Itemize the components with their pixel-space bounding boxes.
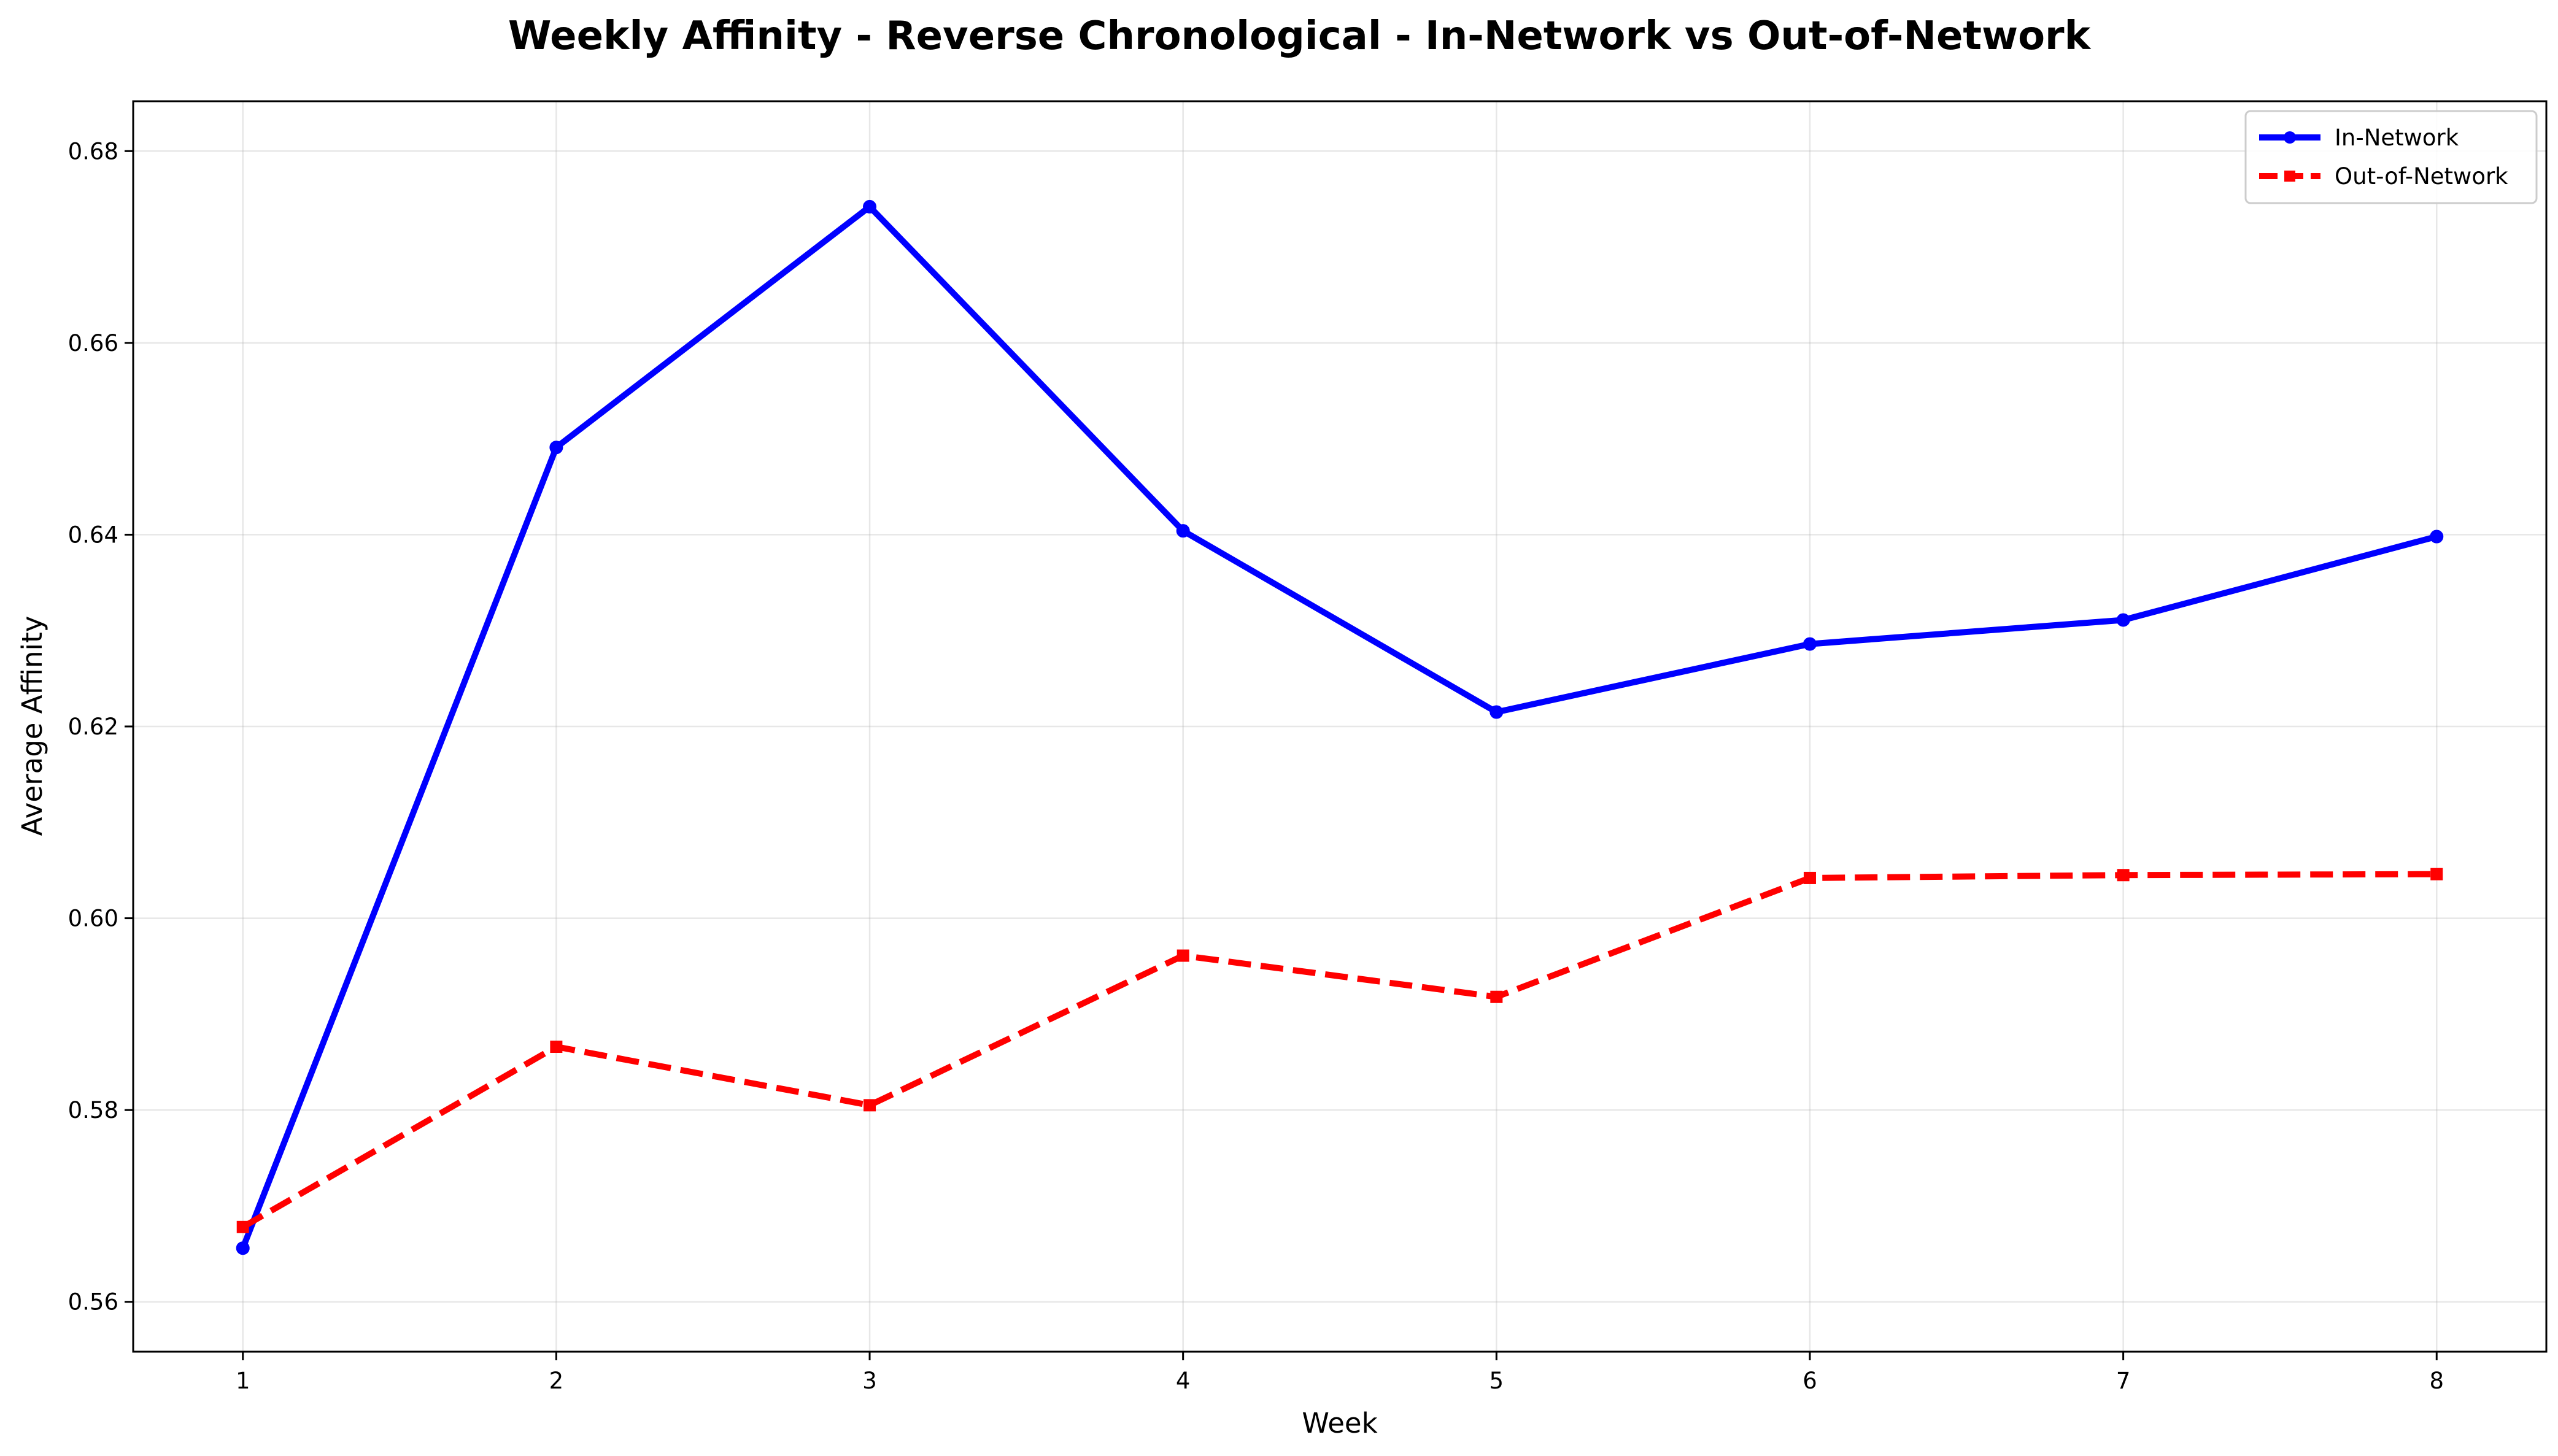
x-tick-label: 3 [862,1368,877,1394]
data-point [1490,705,1504,719]
x-axis-label: Week [1302,1407,1377,1439]
x-tick-label: 4 [1176,1368,1191,1394]
x-tick-label: 7 [2116,1368,2131,1394]
data-point [1176,524,1190,538]
data-point [549,441,563,455]
x-tick-label: 8 [2429,1368,2444,1394]
chart-title: Weekly Affinity - Reverse Chronological … [508,13,2092,59]
y-tick-label: 0.66 [68,330,118,356]
data-point [1490,990,1503,1003]
legend-label: Out-of-Network [2335,163,2508,190]
legend-marker [2284,131,2296,144]
data-point [1803,637,1817,651]
grid [133,101,2546,1352]
legend-box [2244,110,2538,204]
series-layer [236,199,2444,1255]
series-in-network [236,199,2444,1255]
data-point [236,1220,249,1233]
data-point [2117,869,2130,882]
legend-label: In-Network [2335,125,2459,151]
y-tick-label: 0.56 [68,1289,118,1315]
y-tick-label: 0.68 [68,138,118,164]
legend-marker [2284,171,2295,182]
data-point [1177,949,1189,962]
x-axis-ticks: 1 2 3 4 5 6 7 8 [236,1352,2444,1394]
data-point [2430,530,2444,544]
x-tick-label: 2 [549,1368,564,1394]
data-point [1803,871,1816,884]
y-axis-ticks: 0.56 0.58 0.60 0.62 0.64 0.66 0.68 [68,138,133,1315]
x-tick-label: 6 [1803,1368,1817,1394]
y-tick-label: 0.62 [68,714,118,740]
x-tick-label: 5 [1490,1368,1504,1394]
data-point [863,199,877,214]
data-point [550,1041,563,1053]
data-point [236,1241,250,1255]
x-tick-label: 1 [236,1368,250,1394]
series-line [241,871,2437,1230]
series-line [240,203,2438,1250]
data-point [864,1099,876,1112]
y-tick-label: 0.64 [68,522,118,548]
data-point [2430,868,2443,880]
y-tick-label: 0.60 [68,906,118,932]
y-tick-label: 0.58 [68,1097,118,1123]
data-point [2116,613,2130,627]
series-out-of-network [236,868,2443,1233]
y-axis-label: Average Affinity [16,616,48,836]
legend: In-Network Out-of-Network [2244,110,2538,204]
